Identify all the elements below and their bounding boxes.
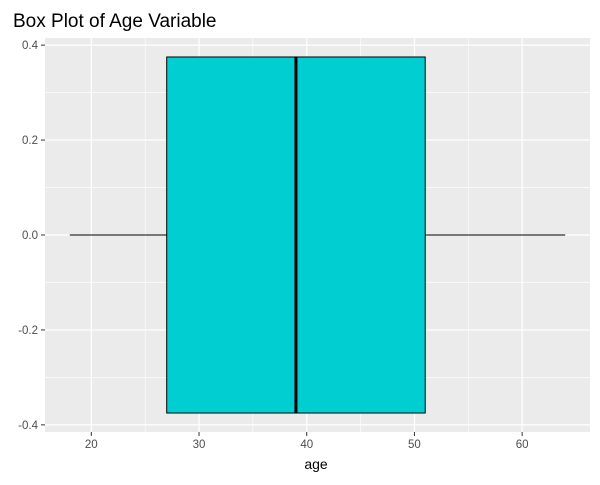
box-plot-layer <box>69 56 566 414</box>
x-axis-title: age <box>304 456 328 472</box>
x-tick-label: 60 <box>516 439 529 451</box>
y-axis-ticks: -0.4 -0.2 0.0 0.2 0.4 <box>18 40 45 432</box>
x-tick-label: 40 <box>300 439 313 451</box>
y-tick-label: 0.0 <box>22 230 38 242</box>
y-tick-label: -0.4 <box>18 420 38 432</box>
x-tick-label: 50 <box>408 439 421 451</box>
y-tick-label: 0.4 <box>22 40 39 52</box>
x-axis-ticks: 20 30 40 50 60 <box>85 432 529 451</box>
chart-title: Box Plot of Age Variable <box>13 11 217 32</box>
x-tick-label: 20 <box>85 439 98 451</box>
x-tick-label: 30 <box>193 439 206 451</box>
y-tick-label: 0.2 <box>22 135 38 147</box>
y-tick-label: -0.2 <box>18 325 38 337</box>
